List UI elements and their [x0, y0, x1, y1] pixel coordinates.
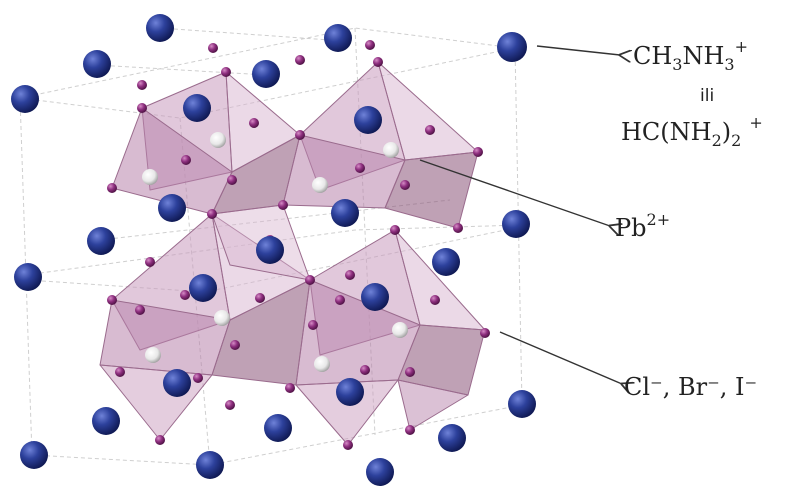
halide-anions: [107, 40, 490, 450]
label-formamidinium: HC(NH2)2+: [621, 113, 763, 150]
pb-cations: [142, 132, 408, 372]
label-lead: Pb2+: [615, 210, 670, 242]
arrow-a-site: [536, 45, 620, 55]
a-site-cations: [11, 14, 536, 486]
arrow-pb: [419, 159, 610, 226]
arrow-halide: [499, 331, 622, 384]
label-methylammonium: CH3NH3+: [633, 37, 748, 74]
pointer-arrows: [419, 45, 622, 384]
label-or: ili: [700, 86, 714, 106]
label-halides: Cl⁻, Br⁻, I⁻: [624, 373, 757, 401]
pbx6-octahedra: [99, 61, 486, 446]
